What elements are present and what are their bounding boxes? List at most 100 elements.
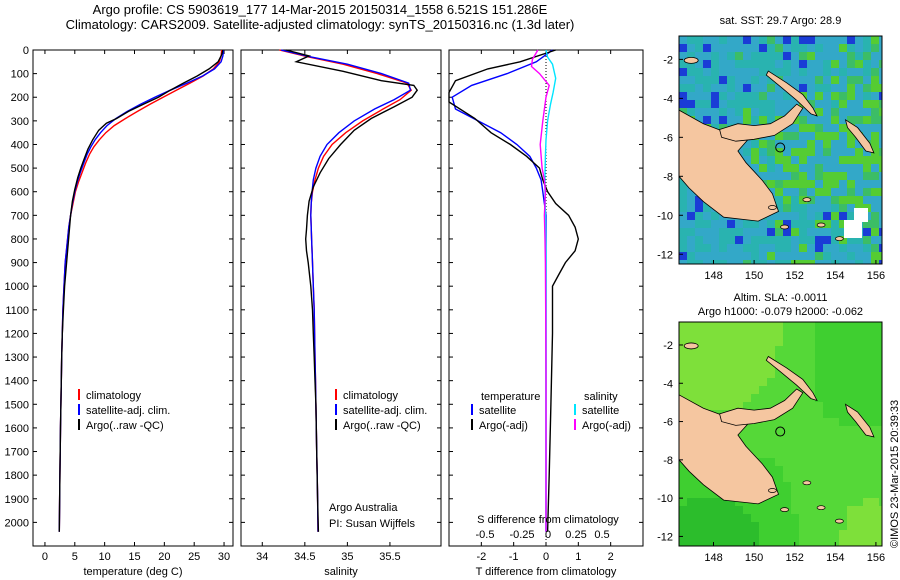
x-tick-label: 5: [72, 551, 78, 563]
map-cell: [783, 188, 791, 196]
map-cell: [839, 514, 847, 522]
map-cell: [703, 44, 711, 52]
map-cell: [879, 322, 882, 330]
map-cell: [791, 506, 799, 514]
map-cell: [863, 220, 871, 228]
map-cell: [839, 474, 847, 482]
map-cell: [695, 378, 703, 386]
map-cell: [767, 426, 775, 434]
map-cell: [799, 530, 807, 538]
map-cell: [727, 338, 735, 346]
map-cell: [775, 370, 783, 378]
map-cell: [727, 52, 735, 60]
map-cell: [783, 76, 791, 84]
x-axis-label: temperature (deg C): [83, 566, 182, 578]
map-cell: [791, 60, 799, 68]
map-cell: [847, 116, 855, 124]
map-cell: [799, 418, 807, 426]
map-cell: [863, 188, 871, 196]
map-cell: [879, 482, 882, 490]
map-cell: [735, 378, 743, 386]
map-cell: [871, 482, 879, 490]
map-cell: [823, 100, 831, 108]
map-cell: [727, 346, 735, 354]
map-cell: [751, 148, 759, 156]
map-cell: [743, 322, 751, 330]
map-cell: [839, 44, 847, 52]
map-cell: [823, 92, 831, 100]
map-cell: [799, 36, 807, 44]
map-cell: [799, 322, 807, 330]
map-cell: [815, 188, 823, 196]
map-cell: [775, 44, 783, 52]
map-cell: [815, 514, 823, 522]
map-cell: [687, 474, 695, 482]
map-x-tick-label: 154: [826, 270, 844, 282]
map-cell: [823, 362, 831, 370]
map-cell: [871, 92, 879, 100]
map-cell: [759, 36, 767, 44]
map-cell: [783, 36, 791, 44]
map-cell: [775, 132, 783, 140]
map-cell: [871, 402, 879, 410]
map-cell: [695, 92, 703, 100]
map-cell: [759, 236, 767, 244]
map-cell: [879, 60, 882, 68]
map-cell: [751, 260, 759, 264]
map-cell: [863, 514, 871, 522]
map-cell: [799, 538, 807, 546]
map-cell: [807, 116, 815, 124]
map-cell: [807, 236, 815, 244]
map-y-tick-label: -2: [663, 340, 673, 352]
map-cell: [815, 394, 823, 402]
map-cell: [823, 148, 831, 156]
map-cell: [855, 322, 863, 330]
map-cell: [847, 212, 855, 220]
map-cell: [783, 212, 791, 220]
y-tick-label: 200: [11, 92, 29, 104]
map-cell: [879, 52, 882, 60]
map-cell: [791, 180, 799, 188]
map-cell: [767, 260, 775, 264]
map-cell: [807, 180, 815, 188]
map-cell: [791, 196, 799, 204]
map-cell: [823, 514, 831, 522]
map-cell: [735, 220, 743, 228]
map-cell: [815, 236, 823, 244]
map-cell: [863, 60, 871, 68]
map-cell: [759, 228, 767, 236]
map-cell: [847, 36, 855, 44]
map-cell: [879, 164, 882, 172]
map-cell: [871, 244, 879, 252]
map-cell: [783, 474, 791, 482]
map-cell: [711, 538, 719, 546]
figure-title-line1: Argo profile: CS 5903619_177 14-Mar-2015…: [92, 2, 548, 17]
map-cell: [807, 378, 815, 386]
map-cell: [807, 346, 815, 354]
map-cell: [863, 330, 871, 338]
map-cell: [863, 124, 871, 132]
map-cell: [839, 132, 847, 140]
map-cell: [767, 252, 775, 260]
map-cell: [751, 378, 759, 386]
map-cell: [751, 236, 759, 244]
map-cell: [743, 426, 751, 434]
map-cell: [735, 244, 743, 252]
map-cell: [759, 260, 767, 264]
map-cell: [815, 378, 823, 386]
map-cell: [871, 164, 879, 172]
map-cell: [855, 338, 863, 346]
map-cell: [807, 252, 815, 260]
map-cell: [767, 346, 775, 354]
map-cell: [815, 76, 823, 84]
map-cell: [815, 490, 823, 498]
map-cell: [735, 338, 743, 346]
y-tick-label: 1400: [5, 376, 29, 388]
landmass-new-ireland: [765, 355, 818, 402]
map-cell: [783, 450, 791, 458]
map-cell: [823, 172, 831, 180]
map-cell: [679, 84, 687, 92]
y-tick-label: 900: [11, 258, 29, 270]
map-cell: [775, 68, 783, 76]
map-cell: [879, 36, 882, 44]
